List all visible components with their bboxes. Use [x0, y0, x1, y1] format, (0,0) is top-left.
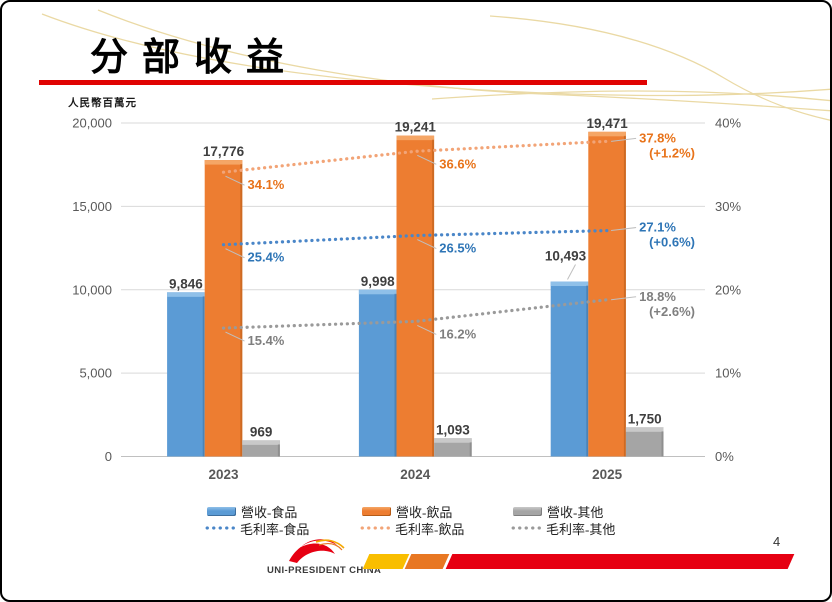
legend-item-revenue-beverage: 營收-飲品 — [362, 503, 453, 520]
legend-label: 毛利率-食品 — [240, 521, 310, 537]
logo-text: UNI-PRESIDENT CHINA — [267, 565, 382, 576]
svg-text:34.1%: 34.1% — [248, 177, 285, 192]
page-title: 分部收益 — [90, 37, 299, 79]
svg-text:969: 969 — [250, 424, 273, 439]
revenue-beverage-swatch — [362, 506, 391, 516]
svg-text:25.4%: 25.4% — [248, 250, 285, 265]
legend-label: 營收-其他 — [547, 504, 604, 520]
svg-text:20,000: 20,000 — [72, 116, 112, 131]
svg-text:0%: 0% — [715, 449, 734, 464]
legend-item-margin-food: 毛利率-食品 — [204, 520, 310, 537]
svg-text:9,846: 9,846 — [169, 276, 203, 291]
footer-ribbon-yellow — [362, 554, 410, 569]
legend-item-revenue-other: 營收-其他 — [513, 503, 604, 520]
svg-text:10,000: 10,000 — [72, 282, 112, 297]
footer-ribbon-orange — [404, 554, 450, 569]
legend-row-margin: 毛利率-食品 毛利率-飲品 毛利率-其他 — [2, 520, 830, 537]
svg-text:27.1%: 27.1% — [639, 220, 676, 235]
svg-text:9,998: 9,998 — [361, 274, 395, 289]
svg-text:26.5%: 26.5% — [439, 241, 476, 256]
margin-food-swatch — [204, 526, 235, 530]
page-number: 4 — [773, 534, 781, 549]
svg-text:(+2.6%): (+2.6%) — [649, 304, 695, 319]
margin-other-swatch — [510, 526, 541, 530]
svg-text:30%: 30% — [715, 199, 741, 214]
svg-text:19,241: 19,241 — [395, 120, 437, 135]
svg-text:(+1.2%): (+1.2%) — [649, 145, 695, 160]
svg-text:16.2%: 16.2% — [439, 326, 476, 341]
legend-item-revenue-food: 營收-食品 — [207, 503, 298, 520]
svg-text:19,471: 19,471 — [586, 116, 628, 131]
svg-text:20%: 20% — [715, 282, 741, 297]
svg-text:0: 0 — [105, 449, 112, 464]
revenue-other-swatch — [513, 506, 542, 516]
svg-text:10%: 10% — [715, 366, 741, 381]
svg-text:37.8%: 37.8% — [639, 130, 676, 145]
legend-label: 營收-食品 — [241, 504, 298, 520]
svg-text:1,750: 1,750 — [628, 411, 662, 426]
svg-text:5,000: 5,000 — [79, 366, 112, 381]
legend-label: 營收-飲品 — [396, 504, 453, 520]
svg-text:(+0.6%): (+0.6%) — [649, 235, 695, 250]
svg-text:36.6%: 36.6% — [439, 156, 476, 171]
footer-ribbon-red — [445, 554, 795, 569]
svg-text:15.4%: 15.4% — [248, 333, 285, 348]
svg-text:40%: 40% — [715, 116, 741, 131]
svg-text:1,093: 1,093 — [436, 422, 470, 437]
margin-beverage-swatch — [359, 526, 390, 530]
revenue-food-swatch — [207, 506, 236, 516]
legend-label: 毛利率-飲品 — [395, 521, 465, 537]
legend-item-margin-beverage: 毛利率-飲品 — [359, 520, 465, 537]
axis-unit-label: 人民幣百萬元 — [68, 98, 137, 109]
svg-text:17,776: 17,776 — [203, 144, 245, 159]
legend-item-margin-other: 毛利率-其他 — [510, 520, 616, 537]
legend-label: 毛利率-其他 — [546, 521, 616, 537]
svg-text:10,493: 10,493 — [545, 249, 587, 264]
svg-text:2023: 2023 — [208, 467, 239, 482]
svg-text:15,000: 15,000 — [72, 199, 112, 214]
svg-text:2024: 2024 — [400, 467, 431, 482]
title-underline — [39, 80, 647, 85]
legend-row-revenue: 營收-食品 營收-飲品 營收-其他 — [2, 503, 830, 520]
uni-president-bird-logo-icon — [289, 539, 345, 563]
svg-text:2025: 2025 — [592, 467, 623, 482]
svg-text:18.8%: 18.8% — [639, 289, 676, 304]
